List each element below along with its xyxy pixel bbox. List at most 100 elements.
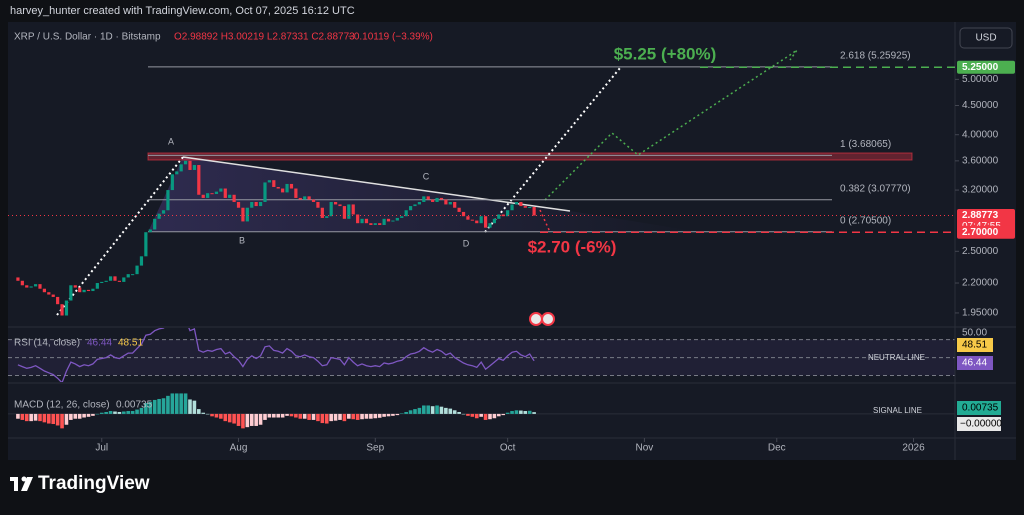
candle-body [408,206,413,211]
macd-bar [294,413,298,418]
candle-body [281,188,285,193]
macd-bar [519,410,523,414]
price-badge [957,225,1015,239]
macd-bar [29,413,33,422]
macd-bar [205,413,210,415]
macd-bar [24,413,29,422]
candle-body [104,280,108,282]
candle-body [364,218,369,224]
macd-bar [422,405,426,414]
x-tick-label: Oct [500,443,516,454]
macd-bar [527,410,532,414]
candle-body [245,207,249,222]
price-label: 5.25000 [962,62,999,73]
event-icon[interactable] [529,312,543,326]
macd-bar [113,411,117,414]
candle-body [157,213,161,219]
rsi-pane [8,328,955,382]
signal-axis-label: −0.00000 [960,419,1002,430]
candle-body [206,193,210,198]
candle-body [166,190,170,211]
currency-button[interactable] [959,27,1013,49]
candle-body [448,201,452,205]
macd-bar [316,413,320,422]
macd-bar [130,411,135,414]
y-tick-label: 2.20000 [962,278,999,289]
macd-bar [152,399,157,414]
candle-body [60,304,64,316]
macd-bar [474,413,479,419]
macd-bar [497,413,501,417]
candle-body [514,201,519,205]
macd-bar [347,413,351,419]
x-tick-label: Jul [95,443,108,454]
candle-body [453,201,457,208]
macd-bar [338,413,342,420]
macd-bar [289,413,294,417]
candle-body [501,214,505,217]
macd-bar [249,413,254,426]
macd-bar [417,407,422,414]
y-tick-label: 5.00000 [962,74,999,85]
currency[interactable]: USD [975,33,996,44]
candle-body [289,183,294,189]
macd-bar [479,413,483,417]
target-down: $2.70 (-6%) [528,237,617,256]
candle-body [395,217,399,221]
macd-bar [360,413,364,420]
candle-body [320,207,324,218]
wave-label: A [168,136,174,146]
candle-body [108,276,113,281]
macd-bar [272,413,276,418]
candle-body [188,160,192,170]
macd-bar [426,405,431,414]
trendline [182,156,571,212]
projection-up [484,67,621,233]
candle-body [316,201,320,208]
projection-path [544,49,798,201]
candle-body [497,214,501,219]
macd-bar [510,411,514,414]
macd-bar [369,413,373,419]
macd-bar [64,413,69,425]
macd-bar [492,413,497,419]
candle-body [16,277,20,281]
rsi-title: RSI (14, close) [14,338,80,349]
candle-body [307,196,311,200]
macd-bar [514,410,519,414]
signal-label: SIGNAL LINE [873,406,922,415]
candle-body [192,165,196,170]
candle-body [267,180,272,183]
candle-body [223,188,227,198]
price-label: 2.88773 [962,210,999,221]
candle-body [232,194,236,202]
candle-body [95,283,99,289]
candle-body [276,186,280,189]
candle-body [100,281,104,284]
candle-body [391,220,395,222]
macd-bar [148,401,153,414]
macd-bar [42,413,47,423]
macd-bar [298,413,303,419]
macd-bar [355,413,360,420]
price-label: 2.70000 [962,227,999,238]
macd-bar [174,393,179,414]
candle-body [219,188,223,192]
candle-body [360,218,364,224]
price-badge [957,60,1015,74]
macd-bar [320,413,325,424]
candle-body [532,206,536,216]
event-icon[interactable] [541,312,555,326]
candle-body [356,214,360,224]
candle-body [170,174,174,191]
macd-bar [126,411,131,414]
macd-bar [236,413,241,426]
candle-body [285,183,289,193]
candle-body [51,294,55,297]
candle-body [444,199,448,205]
candle-body [342,206,347,219]
fib-label: 0 (2.70500) [840,215,891,226]
candle-body [263,182,267,202]
logo [10,476,33,491]
rsi-line [17,328,535,382]
